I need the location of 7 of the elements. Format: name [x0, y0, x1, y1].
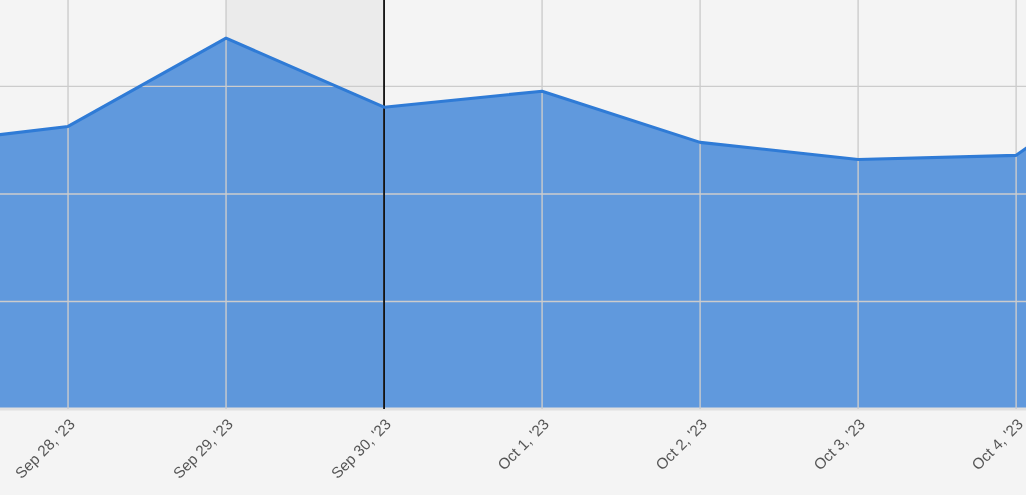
x-tick-label: Oct 2, '23	[655, 418, 709, 472]
x-tick-label: Sep 28, '23	[14, 418, 78, 482]
x-tick-label: Oct 3, '23	[813, 418, 867, 472]
x-tick-label: Oct 1, '23	[496, 418, 551, 472]
x-tick-label: Sep 30, '23	[330, 418, 394, 482]
x-tick-label: Sep 29, '23	[172, 418, 236, 482]
x-tick-label: Oct 4, '23	[971, 418, 1025, 472]
